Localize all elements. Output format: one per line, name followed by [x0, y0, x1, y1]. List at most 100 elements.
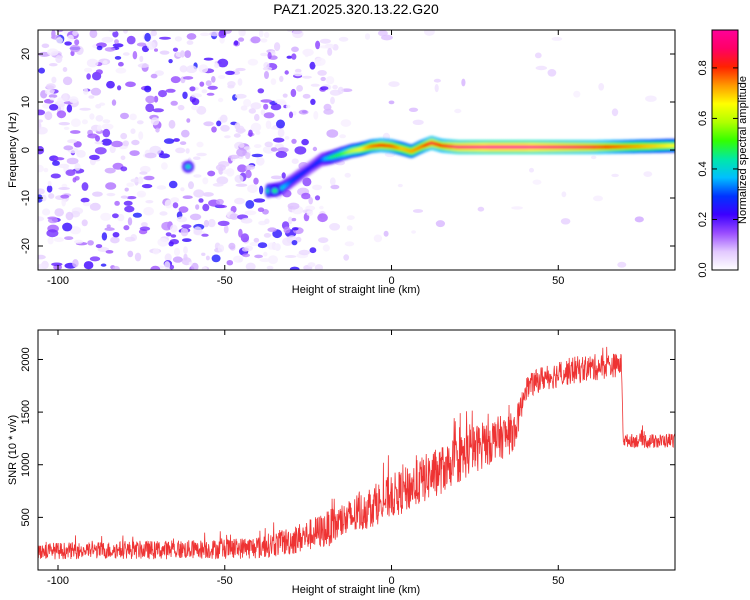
heatmap-noise-cell: [267, 227, 277, 232]
heatmap-noise-cell: [168, 180, 178, 189]
heatmap-noise-cell: [198, 198, 204, 203]
heatmap-noise-cell: [149, 145, 162, 155]
heatmap-noise-cell: [278, 101, 287, 106]
heatmap-noise-cell: [198, 64, 209, 73]
heatmap-noise-cell: [283, 226, 291, 234]
heatmap-noise-cell: [228, 154, 240, 159]
heatmap-noise-cell: [111, 140, 123, 148]
heatmap-ridge: [182, 136, 675, 198]
heatmap-noise-cell: [153, 95, 159, 103]
heatmap-noise-cell: [234, 174, 244, 183]
heatmap-noise-cell: [74, 163, 81, 171]
heatmap-noise-cell: [208, 218, 216, 228]
heatmap-noise-cell: [234, 197, 245, 205]
heatmap-noise-cell: [179, 141, 187, 146]
heatmap-noise-cell: [189, 86, 196, 92]
heatmap-noise-cell: [186, 33, 197, 40]
heatmap-noise-cell: [253, 144, 262, 149]
heatmap-noise-cell: [560, 218, 571, 225]
heatmap-noise-cell: [209, 31, 221, 37]
heatmap-noise-cell: [319, 45, 331, 49]
heatmap-noise-cell: [182, 91, 188, 100]
heatmap-noise-cell: [86, 58, 99, 68]
snr-x-ticks: -100 -50 0 50: [47, 330, 564, 587]
heatmap-noise-cell: [424, 30, 435, 36]
heatmap-noise-cell: [95, 104, 102, 109]
colorbar-tick-label: 0.8: [697, 60, 709, 75]
heatmap-noise-cell: [170, 234, 177, 238]
heatmap-noise-cell: [69, 44, 81, 53]
heatmap-noise-cell: [384, 151, 396, 158]
colorbar-gradient: [712, 30, 738, 270]
heatmap-noise-cell: [87, 133, 98, 139]
heatmap-noise-cell: [260, 99, 273, 103]
heatmap-noise-cell: [270, 175, 283, 180]
heatmap-noise-cell: [150, 265, 161, 270]
heatmap-y-axis-label: Frequency (Hz): [7, 112, 19, 188]
heatmap-noise-cell: [81, 219, 88, 227]
heatmap-noise-cell: [532, 179, 542, 185]
heatmap-noise-cell: [217, 97, 224, 103]
heatmap-noise-cell: [263, 251, 268, 257]
heatmap-noise-cell: [89, 202, 101, 211]
heatmap-noise-cell: [38, 216, 45, 222]
heatmap-noise-cell: [237, 78, 243, 86]
heatmap-noise-cell: [201, 89, 208, 94]
snr-panel: -100 -50 0 50 500 1000 1500 2000 Height of str…: [7, 329, 676, 596]
heatmap-noise-cell: [170, 76, 181, 84]
heatmap-noise-cell: [172, 202, 179, 209]
heatmap-noise-cell: [211, 76, 216, 83]
heatmap-noise-cell: [86, 73, 91, 80]
heatmap-noise-cell: [190, 93, 202, 98]
heatmap-noise-cell: [302, 177, 312, 187]
heatmap-noise-cell: [291, 53, 297, 60]
heatmap-noise-cell: [274, 42, 281, 52]
heatmap-noise-cell: [383, 230, 389, 237]
heatmap-noise-cell: [80, 197, 90, 203]
heatmap-noise-cell: [276, 119, 285, 129]
heatmap-noise-cell: [159, 36, 171, 40]
heatmap-noise-cell: [235, 183, 248, 187]
heatmap-noise-cell: [47, 48, 59, 56]
heatmap-noise-cell: [144, 152, 157, 159]
heatmap-noise-cell: [193, 174, 202, 178]
heatmap-noise-cell: [139, 55, 144, 63]
heatmap-noise-cell: [233, 255, 244, 263]
heatmap-noise-cell: [220, 124, 230, 132]
heatmap-noise-cell: [296, 85, 303, 92]
heatmap-noise-cell: [73, 141, 82, 148]
heatmap-noise-cell: [65, 169, 76, 176]
heatmap-noise-cell: [241, 247, 249, 252]
heatmap-noise-cell: [260, 52, 269, 57]
heatmap-noise-cell: [617, 261, 627, 268]
heatmap-noise-cell: [114, 39, 119, 44]
heatmap-noise-cell: [87, 240, 94, 246]
heatmap-noise-cell: [223, 225, 229, 234]
heatmap-noise-cell: [150, 73, 158, 79]
heatmap-noise-cell: [191, 262, 199, 270]
heatmap-noise-cell: [62, 93, 68, 102]
heatmap-noise-cell: [61, 183, 68, 188]
heatmap-noise-cell: [65, 211, 74, 221]
heatmap-noise-cell: [529, 167, 534, 173]
heatmap-noise-cell: [182, 238, 192, 243]
x-tick-label: -100: [47, 575, 69, 587]
heatmap-noise-cell: [196, 141, 204, 148]
heatmap-hotspot: [271, 188, 278, 194]
heatmap-noise-cell: [89, 154, 100, 160]
heatmap-noise-cell: [346, 215, 355, 221]
heatmap-noise-cell: [235, 67, 246, 72]
heatmap-title: PAZ1.2025.320.13.22.G20: [273, 1, 439, 17]
heatmap-noise-cell: [173, 247, 181, 256]
heatmap-noise-cell: [263, 103, 269, 110]
heatmap-noise-cell: [212, 182, 224, 187]
heatmap-noise-cell: [74, 239, 84, 244]
heatmap-noise-cell: [109, 145, 116, 154]
heatmap-noise-cell: [84, 67, 93, 73]
heatmap-noise-cell: [255, 130, 261, 135]
heatmap-noise-cell: [177, 104, 185, 111]
heatmap-noise-cell: [115, 67, 127, 74]
heatmap-noise-cell: [291, 46, 299, 53]
heatmap-noise-cell: [144, 85, 152, 93]
heatmap-noise-cell: [89, 113, 95, 120]
